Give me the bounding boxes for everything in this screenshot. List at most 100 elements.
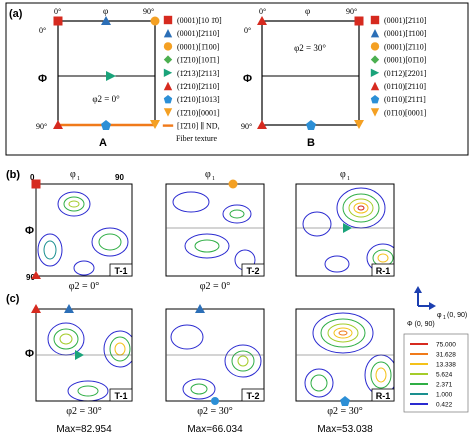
- odf-row2-t2-plot: [170, 324, 262, 400]
- schematic-b-title: B: [307, 137, 315, 149]
- schematic-b-phi1-end: 90°: [346, 7, 357, 16]
- schematic-b-down-triangle: [354, 120, 364, 129]
- schematic-a-phi2: φ2 = 0°: [92, 94, 120, 104]
- schematic-a-phi1-axis: φ: [103, 6, 108, 16]
- schematic-a-pentagon-marker: [101, 120, 111, 130]
- odf-row1-t2-phi2: φ2 = 0°: [200, 281, 230, 292]
- schematic-b-phi-end: 90°: [241, 122, 252, 131]
- schematic-a-legend-marker-4: [163, 68, 173, 77]
- odf-row2-r1-tag-bg: [371, 388, 395, 402]
- schematic-b-legend-label-5: (01̄10)[2̄110]: [384, 82, 426, 91]
- odf-row2-t1-phi2: φ2 = 30°: [66, 406, 101, 417]
- panel-b-label: (b): [6, 169, 20, 181]
- odf-row1-t1-phi2: φ2 = 0°: [69, 281, 99, 292]
- schematic-b-phi1-start: 0°: [259, 7, 266, 16]
- axes-key-y-label: Φ (0, 90): [407, 321, 435, 328]
- panel-a-label: (a): [9, 8, 23, 20]
- schematic-a-legend-label-4: (1̄2̄13)[2̄113]: [177, 69, 220, 78]
- odf-row2-t2-tag: T-2: [246, 391, 259, 401]
- contour-legend: 75.000 31.628 13.338 5.624 2.371 1.000 0.422: [410, 342, 456, 409]
- schematic-b-legend-label-7: (01̄10)[0001]: [384, 108, 427, 117]
- schematic-b-legend-marker-5: [370, 81, 380, 91]
- schematic-a-phi1-start: 0°: [54, 7, 61, 16]
- axes-key-x-range: (0, 90): [447, 312, 467, 319]
- schematic-b-phi1-axis: φ: [305, 6, 310, 16]
- schematic-a-legend-marker-2: [163, 42, 173, 51]
- schematic-a-legend-label-1: (0001)[2̄110]: [177, 29, 220, 38]
- odf-row1-t1-tick0: 0: [30, 173, 35, 182]
- contour-legend-value-2: 13.338: [436, 362, 456, 369]
- odf-row2-t2-tag-bg: [241, 388, 265, 402]
- schematic-a-legend-label-8: [1̄2̄10] ∥ ND,: [177, 122, 220, 131]
- schematic-a-title: A: [99, 137, 107, 149]
- schematic-a-legend-label-3: (1̄2̄10)[101̄1]: [177, 56, 220, 65]
- schematic-b-legend-marker-3: [370, 55, 380, 64]
- schematic-b-pentagon-marker: [306, 120, 316, 130]
- odf-row2-t2-max: Max=66.034: [187, 424, 243, 435]
- axes-key-x-label: φ: [437, 312, 442, 319]
- odf-row2-t1: Φ T-1 φ2 = 30° Max=82.954: [25, 304, 133, 435]
- schematic-a-legend-marker-3: [163, 55, 173, 64]
- odf-row2-t1-tag-bg: [109, 388, 133, 402]
- schematic-b-legend-marker-7: [370, 108, 380, 117]
- schematic-a-legend: (0001)[10 1̄0] (0001)[2̄110] (0001)[1̄100]…: [162, 15, 222, 131]
- odf-row1-r1: φ 1 R-1: [295, 169, 395, 277]
- odf-row2-t2-phi2: φ2 = 30°: [197, 406, 232, 417]
- axes-key-x-sub: 1: [443, 315, 446, 321]
- odf-row1-t1-red-triangle: [31, 271, 41, 279]
- schematic-b-red-triangle: [257, 120, 267, 129]
- schematic-b-box: [261, 20, 360, 126]
- schematic-b: 0° φ 90° 0° Φ 90° B φ2 = 30°: [241, 6, 364, 149]
- panel-a: (a) 0° φ 90° 0° Φ 90° A φ2 = 0° (0001)[1…: [5, 2, 469, 156]
- schematic-b-phi-start: 0°: [244, 26, 251, 35]
- schematic-a-phi-end: 90°: [36, 122, 47, 131]
- schematic-a: 0° φ 90° 0° Φ 90° A φ2 = 0°: [36, 6, 160, 149]
- odf-row1-t2-plot: [172, 191, 256, 271]
- odf-row2-t1-arrow-marker: [75, 350, 84, 360]
- schematic-a-phi-start: 0°: [39, 26, 46, 35]
- schematic-a-legend-label-7: (1̄2̄10)[0001]: [177, 108, 220, 117]
- schematic-a-legend-marker-0: [163, 15, 173, 25]
- schematic-a-phi-axis: Φ: [38, 73, 47, 85]
- odf-row2-t1-tag: T-1: [114, 391, 127, 401]
- schematic-b-legend-marker-0: [370, 15, 380, 25]
- schematic-b-legend-marker-6: [370, 95, 380, 104]
- panel-c-label: (c): [6, 293, 20, 305]
- odf-row2-r1-phi2: φ2 = 30°: [327, 406, 362, 417]
- odf-row1-t1-phi1: φ: [70, 169, 76, 180]
- odf-row2-t1-phi: Φ: [25, 348, 34, 360]
- panel-c: (c) Φ T-1 φ2 = 30° Max=82.954: [6, 286, 469, 435]
- odf-row1-t1-square-marker: [31, 179, 41, 189]
- schematic-a-arrow-marker: [106, 71, 116, 81]
- odf-row1-t1-tag-bg: [109, 263, 133, 277]
- odf-row1-r1-tag-bg: [371, 263, 395, 277]
- odf-row2-r1-pentagon-marker: [340, 396, 350, 406]
- panel-b: (b) φ 1 0 90 90 Φ T-1 φ2 = 0° φ 1: [6, 169, 395, 292]
- contour-legend-value-3: 5.624: [436, 372, 453, 379]
- schematic-a-legend-marker-8: [162, 124, 174, 127]
- schematic-b-square-marker: [354, 16, 364, 26]
- schematic-a-legend-marker-7: [163, 108, 173, 117]
- contour-legend-value-1: 31.628: [436, 352, 456, 359]
- schematic-b-legend-label-0: (0001)[2̄110]: [384, 16, 427, 25]
- odf-row1-t1-tick90: 90: [115, 173, 124, 182]
- schematic-a-legend-label-2: (0001)[1̄100]: [177, 42, 220, 51]
- schematic-a-phi1-end: 90°: [143, 7, 154, 16]
- odf-row1-r1-tag: R-1: [376, 266, 391, 276]
- schematic-b-legend-label-2: (0001)[2̄110]: [384, 42, 427, 51]
- odf-row1-t1-tick90-y: 90: [26, 273, 35, 282]
- odf-row2-t1-max: Max=82.954: [56, 424, 112, 435]
- schematic-b-legend-marker-4: [370, 68, 380, 77]
- odf-row1-t2-circle-marker: [228, 179, 238, 189]
- schematic-b-legend-label-6: (01̄10)[2̄11̄1]: [384, 95, 426, 104]
- odf-row1-t1-tag: T-1: [114, 266, 127, 276]
- odf-row1-t2-tag-bg: [241, 263, 265, 277]
- schematic-a-fiber-note: Fiber texture: [176, 134, 218, 143]
- odf-row1-t1-plot: [37, 191, 129, 276]
- schematic-a-legend-label-0: (0001)[10 1̄0]: [177, 16, 222, 25]
- schematic-a-legend-label-5: (1̄2̄10)[2̄110]: [177, 82, 220, 91]
- schematic-a-down-triangle: [150, 120, 160, 129]
- schematic-a-circle-marker: [150, 16, 160, 26]
- schematic-b-phi-axis: Φ: [243, 73, 252, 85]
